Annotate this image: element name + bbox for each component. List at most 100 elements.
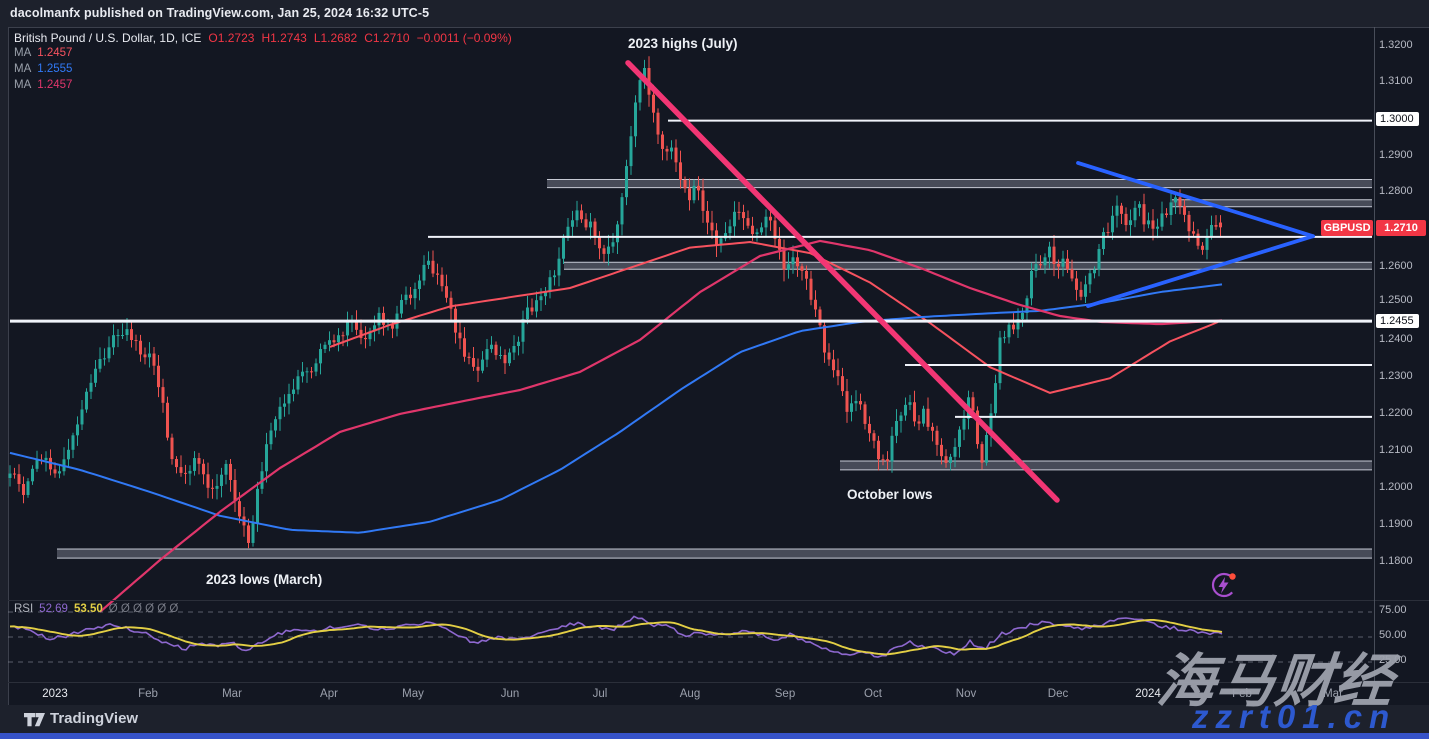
candle-up [287, 393, 291, 404]
candle-up [1084, 284, 1087, 297]
flash-icon[interactable] [1209, 569, 1239, 599]
candle-down [463, 338, 466, 357]
candle-up [35, 459, 39, 469]
candle-up [620, 197, 624, 225]
time-tick: Oct [864, 688, 882, 700]
price-tick: 1.2500 [1379, 294, 1413, 306]
candle-down [184, 472, 187, 474]
candle-up [643, 67, 646, 81]
candle-up [733, 211, 736, 227]
candle-down [53, 469, 57, 474]
candle-up [1093, 269, 1096, 274]
candle-down [1070, 269, 1074, 279]
candle-up [1210, 224, 1213, 237]
candle-up [328, 340, 331, 345]
time-tick: Dec [1047, 688, 1069, 700]
candle-down [863, 404, 867, 424]
candle-up [526, 307, 529, 320]
candle-up [368, 331, 372, 340]
candle-up [103, 358, 106, 360]
candle-down [769, 216, 772, 221]
candle-up [791, 257, 795, 265]
price-tick: 1.2400 [1379, 333, 1413, 345]
candle-up [1061, 258, 1065, 267]
candle-down [584, 219, 588, 228]
candle-down [980, 444, 984, 463]
candle-up [1097, 249, 1101, 270]
candle-up [373, 325, 376, 332]
pane-divider[interactable] [8, 600, 1429, 601]
candle-down [1165, 213, 1168, 216]
candle-up [1174, 197, 1177, 203]
candle-down [818, 309, 822, 326]
time-scale[interactable]: 2023 Feb Mar Apr May Jun Jul Aug Sep Oct Nov Dec 202… [8, 682, 1429, 706]
candle-down [1219, 222, 1222, 228]
candle-down [206, 474, 210, 488]
candle-down [598, 236, 601, 249]
trendline [625, 60, 1060, 503]
candle-up [521, 319, 525, 342]
candle-up [949, 456, 952, 463]
candle-down [310, 371, 313, 373]
price-tick: 1.2100 [1379, 444, 1413, 456]
candle-down [1187, 214, 1191, 232]
candle-down [841, 376, 844, 392]
notification-dot [1229, 573, 1236, 580]
candle-up [1115, 205, 1119, 216]
candle-up [80, 409, 84, 425]
time-tick: Aug [679, 688, 701, 700]
ma-label: MA [14, 79, 32, 91]
price-axis-border [1374, 27, 1375, 682]
ma-value: 1.2555 [37, 63, 73, 75]
candle-up [557, 258, 561, 276]
rsi-legend: RSI 52.69 53.50 Ø Ø Ø Ø Ø Ø [14, 603, 184, 615]
candle-up [517, 341, 520, 347]
lightning-bolt-icon [1218, 577, 1229, 594]
publisher-bar: dacolmanfx published on TradingView.com,… [0, 0, 1429, 27]
candle-up [67, 449, 70, 460]
candle-down [814, 299, 817, 310]
candle-down [886, 459, 889, 462]
candle-down [431, 260, 435, 274]
candle-up [292, 389, 295, 394]
candle-down [233, 479, 237, 502]
candle-down [701, 190, 705, 211]
ma-label: MA [14, 47, 32, 59]
candle-up [760, 227, 763, 233]
candle-down [773, 220, 777, 239]
candle-up [611, 242, 615, 247]
candle-down [494, 344, 498, 356]
price-tick: 1.2600 [1379, 260, 1413, 272]
candle-down [593, 221, 597, 237]
candle-down [130, 329, 133, 341]
candle-up [188, 470, 192, 474]
candle-up [1133, 207, 1137, 221]
candle-down [22, 484, 25, 495]
candle-down [391, 324, 394, 329]
candle-up [427, 260, 430, 265]
candle-down [1066, 258, 1069, 270]
candle-down [1012, 324, 1015, 330]
candle-up [607, 246, 610, 254]
candle-down [445, 286, 448, 298]
candle-up [8, 473, 12, 478]
price-tick: 1.2455 [1376, 314, 1419, 328]
candle-up [629, 136, 633, 167]
candle-up [296, 376, 300, 390]
sr-zone [1172, 199, 1372, 207]
price-tick: 25.00 [1379, 654, 1407, 666]
candle-down [1183, 205, 1186, 215]
candle-up [314, 363, 318, 372]
time-tick: Jul [592, 688, 608, 700]
candle-down [170, 437, 174, 460]
ohlc-high: H1.2743 [261, 31, 307, 45]
candle-up [148, 353, 151, 358]
candle-up [634, 102, 637, 137]
candle-down [17, 474, 21, 485]
candle-down [1079, 289, 1083, 297]
candle-up [562, 238, 565, 259]
candle-down [355, 320, 358, 330]
candle-up [899, 415, 903, 422]
candle-down [143, 354, 147, 358]
